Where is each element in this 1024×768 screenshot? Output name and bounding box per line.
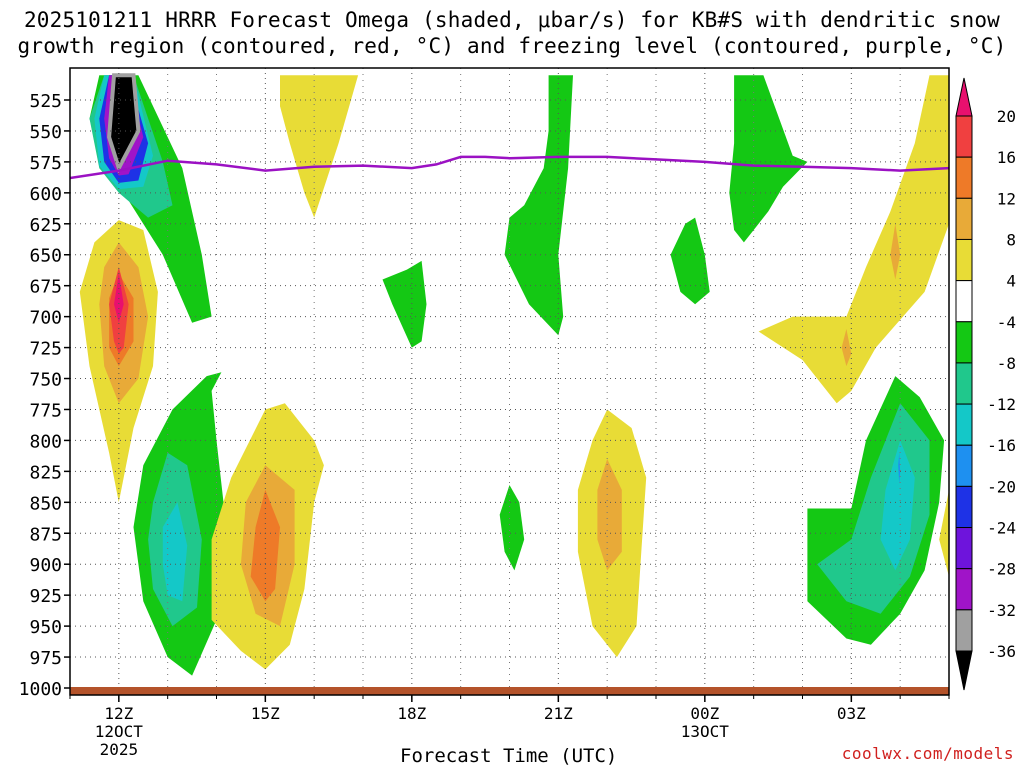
omega-region-31	[880, 440, 915, 571]
colorbar-box-1	[955, 115, 973, 158]
omega-region-24	[729, 75, 808, 243]
colorbar-label-0: 20	[997, 107, 1016, 126]
colorbar-box-2	[955, 156, 973, 199]
y-tick-label-525: 525	[29, 91, 62, 112]
y-tick-label-675: 675	[29, 277, 62, 298]
omega-region-19	[499, 485, 525, 571]
y-tick-label-625: 625	[29, 215, 62, 236]
colorbar-box-6	[955, 321, 973, 364]
omega-region-22	[597, 459, 622, 571]
x-tick-label-00Z: 00Z	[690, 704, 719, 723]
omega-region-8	[162, 502, 188, 602]
colorbar-label-6: -8	[997, 354, 1016, 373]
y-tick-label-900: 900	[29, 555, 62, 576]
y-tick-label-650: 650	[29, 246, 62, 267]
x-tick-label-03Z: 03Z	[837, 704, 866, 723]
x-axis-label: Forecast Time (UTC)	[400, 745, 618, 767]
y-tick-label-850: 850	[29, 493, 62, 514]
colorbar-top-arrow	[955, 77, 973, 117]
colorbar-box-8	[955, 403, 973, 446]
x-tick-date-00Z: 13OCT	[681, 722, 730, 741]
y-tick-label-575: 575	[29, 153, 62, 174]
colorbar-label-4: 4	[1006, 272, 1016, 291]
colorbar-bottom-arrow	[955, 650, 973, 691]
y-tick-label-1000: 1000	[19, 679, 62, 700]
colorbar-label-5: -4	[997, 313, 1016, 332]
y-tick-label-725: 725	[29, 339, 62, 360]
y-tick-label-700: 700	[29, 308, 62, 329]
omega-region-27	[841, 329, 852, 367]
omega-region-26	[890, 223, 901, 280]
colorbar-label-7: -12	[987, 395, 1016, 414]
colorbar-box-11	[955, 527, 973, 570]
colorbar-label-10: -24	[987, 519, 1016, 538]
x-tick-date-12Z: 12OCT	[95, 722, 144, 741]
omega-region-25	[758, 75, 949, 404]
omega-region-16	[250, 489, 280, 602]
omega-region-20	[504, 75, 573, 336]
x-tick-year-12Z: 2025	[100, 740, 139, 759]
chart-title-line-2: growth region (contoured, red, °C) and f…	[17, 34, 1007, 58]
x-tick-label-21Z: 21Z	[544, 704, 573, 723]
chart-title-line-1: 2025101211 HRRR Forecast Omega (shaded, …	[23, 8, 1001, 32]
y-tick-label-550: 550	[29, 122, 62, 143]
colorbar-box-3	[955, 197, 973, 240]
y-tick-label-875: 875	[29, 524, 62, 545]
colorbar-label-13: -36	[987, 642, 1016, 661]
colorbar-box-12	[955, 568, 973, 611]
freezing-level-line	[70, 155, 949, 180]
omega-region-23	[670, 217, 710, 305]
omega-region-18	[382, 260, 427, 348]
colorbar-label-9: -20	[987, 477, 1016, 496]
x-tick-label-18Z: 18Z	[397, 704, 426, 723]
colorbar-box-10	[955, 485, 973, 529]
y-tick-label-825: 825	[29, 462, 62, 483]
x-tick-label-12Z: 12Z	[104, 704, 133, 723]
colorbar-box-7	[955, 362, 973, 405]
colorbar-box-4	[955, 238, 973, 282]
y-tick-label-800: 800	[29, 431, 62, 452]
credit-text: coolwx.com/models	[841, 744, 1014, 763]
colorbar-box-13	[955, 609, 973, 652]
omega-region-5	[109, 75, 139, 169]
y-tick-label-775: 775	[29, 400, 62, 421]
colorbar-label-2: 12	[997, 189, 1016, 208]
colorbar-label-8: -16	[987, 436, 1016, 455]
ground-surface	[70, 687, 949, 695]
y-tick-label-600: 600	[29, 184, 62, 205]
colorbar-label-12: -32	[987, 601, 1016, 620]
y-tick-label-750: 750	[29, 370, 62, 391]
omega-region-32	[898, 452, 901, 484]
colorbar-box-5	[955, 280, 973, 323]
omega-core-outline	[107, 73, 141, 174]
omega-region-28	[939, 489, 949, 577]
colorbar-label-11: -28	[987, 560, 1016, 579]
y-tick-label-950: 950	[29, 617, 62, 638]
x-tick-label-15Z: 15Z	[251, 704, 280, 723]
colorbar-label-1: 16	[997, 148, 1016, 167]
omega-region-17	[280, 75, 359, 218]
colorbar-box-9	[955, 444, 973, 487]
y-tick-label-925: 925	[29, 586, 62, 607]
colorbar-label-3: 8	[1006, 230, 1016, 249]
y-tick-label-975: 975	[29, 648, 62, 669]
